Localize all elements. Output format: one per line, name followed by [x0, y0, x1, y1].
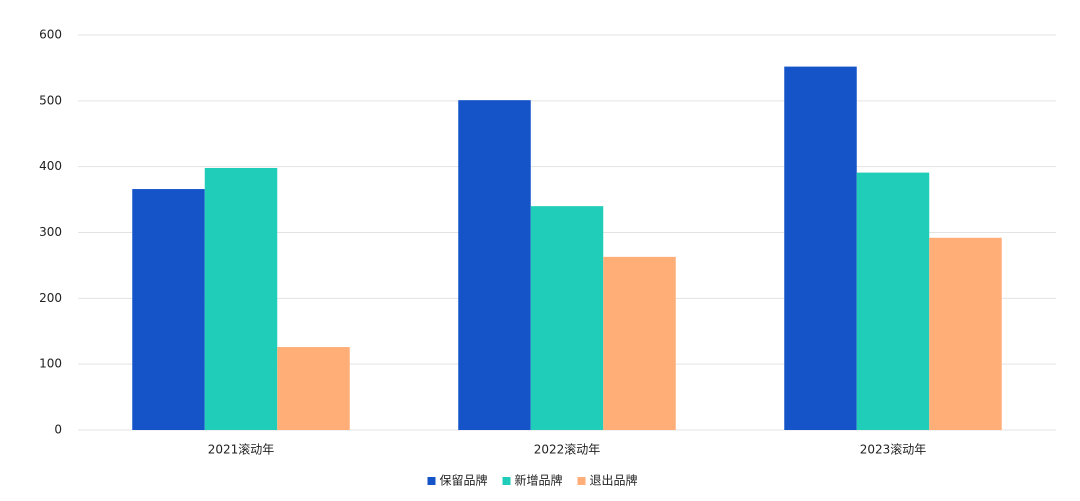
legend-swatch	[502, 477, 511, 485]
y-tick-label: 100	[39, 357, 62, 371]
bar	[929, 237, 1002, 430]
y-tick-label: 300	[39, 225, 62, 239]
y-tick-label: 400	[39, 159, 62, 173]
bar	[458, 100, 531, 431]
legend-label: 保留品牌	[440, 474, 488, 488]
y-tick-label: 600	[39, 28, 62, 42]
x-tick-label: 2022滚动年	[534, 442, 601, 457]
y-tick-label: 200	[39, 291, 62, 305]
y-tick-label: 0	[54, 423, 62, 437]
bar	[784, 66, 857, 430]
legend-label: 新增品牌	[515, 473, 563, 488]
y-tick-label: 500	[39, 93, 62, 107]
legend-swatch	[577, 477, 586, 485]
bar	[603, 256, 676, 430]
x-tick-label: 2021滚动年	[208, 442, 275, 457]
bar	[204, 167, 278, 430]
bar	[856, 172, 930, 430]
bar	[132, 189, 205, 430]
bar	[277, 347, 350, 430]
legend-swatch	[427, 477, 436, 485]
bar	[530, 206, 604, 430]
x-tick-label: 2023滚动年	[860, 442, 927, 457]
legend-label: 退出品牌	[590, 474, 638, 488]
